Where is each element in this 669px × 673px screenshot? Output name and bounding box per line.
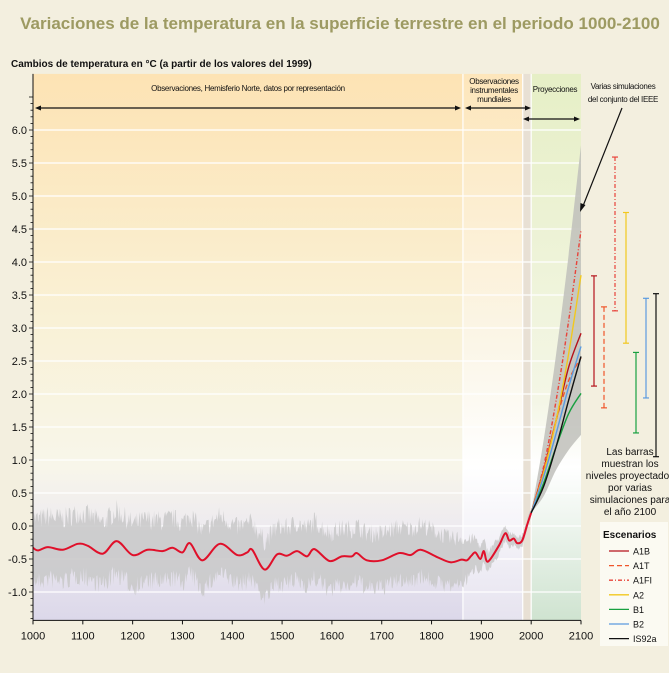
legend-label-a1fi: A1FI bbox=[633, 576, 652, 586]
region-label-projections: Proyecciones bbox=[533, 85, 578, 94]
bars-note: Las barras bbox=[606, 447, 653, 458]
arrowhead-icon bbox=[574, 116, 580, 122]
bars-note: por varias bbox=[608, 483, 652, 494]
y-tick-label: 5.0 bbox=[12, 191, 27, 203]
y-tick-label: -1.0 bbox=[8, 587, 27, 599]
legend-label-b1: B1 bbox=[633, 605, 644, 615]
y-tick-label: 0.0 bbox=[12, 521, 27, 533]
arrowhead-icon bbox=[455, 105, 461, 111]
arrowhead-icon bbox=[523, 116, 529, 122]
y-tick-label: -0.5 bbox=[8, 554, 27, 566]
arrowhead-icon bbox=[580, 203, 586, 212]
region-label-instrumental: mundiales bbox=[477, 95, 511, 104]
region-label-instrumental: instrumentales bbox=[470, 86, 518, 95]
legend-label-a1t: A1T bbox=[633, 561, 650, 571]
legend-label-b2: B2 bbox=[633, 620, 644, 630]
bars-note: muestran los bbox=[601, 459, 658, 470]
x-tick-label: 2000 bbox=[519, 630, 543, 642]
y-tick-label: 2.5 bbox=[12, 356, 27, 368]
region-label-instrumental: Observaciones bbox=[469, 77, 519, 86]
y-axis-label: Cambios de temperatura en °C (a partir d… bbox=[11, 59, 312, 70]
x-tick-label: 1200 bbox=[120, 630, 144, 642]
y-tick-label: 4.5 bbox=[12, 224, 27, 236]
legend-label-is92a: IS92a bbox=[633, 634, 657, 644]
observed-temperature-line bbox=[32, 512, 533, 571]
legend-label-a1b: A1B bbox=[633, 547, 650, 557]
series-line-is92a bbox=[530, 356, 582, 514]
arrowhead-icon bbox=[525, 105, 531, 111]
y-tick-label: 3.5 bbox=[12, 290, 27, 302]
y-tick-label: 2.0 bbox=[12, 389, 27, 401]
bars-note: niveles proyectados bbox=[586, 471, 669, 482]
y-tick-label: 1.5 bbox=[12, 422, 27, 434]
chart-title: Variaciones de la temperatura en la supe… bbox=[20, 14, 660, 33]
arrowhead-icon bbox=[35, 105, 41, 111]
arrowhead-icon bbox=[465, 105, 471, 111]
y-tick-label: 5.5 bbox=[12, 158, 27, 170]
legend-title: Escenarios bbox=[603, 530, 657, 541]
region-instrumental-observations bbox=[462, 73, 523, 621]
bars-note: el año 2100 bbox=[604, 507, 657, 518]
y-tick-label: 4.0 bbox=[12, 257, 27, 269]
series-line-b2 bbox=[530, 346, 582, 514]
x-tick-label: 2100 bbox=[569, 630, 593, 642]
x-tick-label: 1800 bbox=[419, 630, 443, 642]
projection-envelope bbox=[531, 145, 581, 513]
legend-label-a2: A2 bbox=[633, 590, 644, 600]
x-tick-label: 1700 bbox=[369, 630, 393, 642]
region-gap bbox=[522, 73, 532, 621]
x-tick-label: 1900 bbox=[469, 630, 493, 642]
observed-uncertainty-band bbox=[33, 499, 531, 605]
region-label-proxy: Observaciones, Hemisferio Norte, datos p… bbox=[151, 84, 345, 93]
bars-note: simulaciones para bbox=[590, 495, 669, 506]
x-tick-label: 1100 bbox=[71, 630, 95, 642]
y-tick-label: 1.0 bbox=[12, 455, 27, 467]
x-tick-label: 1500 bbox=[270, 630, 294, 642]
x-tick-label: 1600 bbox=[320, 630, 344, 642]
ensemble-note: Varias simulaciones bbox=[591, 82, 656, 91]
legend-box bbox=[600, 522, 668, 646]
y-tick-label: 6.0 bbox=[12, 125, 27, 137]
y-tick-label: 3.0 bbox=[12, 323, 27, 335]
series-line-a1fi bbox=[530, 230, 582, 513]
x-tick-label: 1400 bbox=[220, 630, 244, 642]
x-tick-label: 1300 bbox=[170, 630, 194, 642]
ensemble-pointer bbox=[582, 107, 623, 207]
y-tick-label: 0.5 bbox=[12, 488, 27, 500]
x-tick-label: 1000 bbox=[21, 630, 45, 642]
ensemble-note: del conjunto del IEEE bbox=[588, 95, 658, 104]
